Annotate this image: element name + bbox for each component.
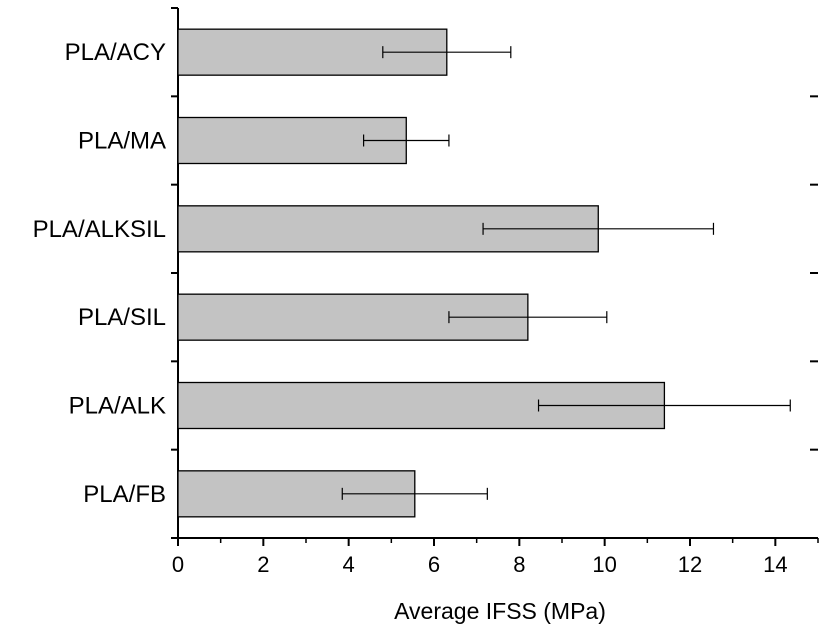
x-tick-label: 6 — [428, 552, 440, 577]
category-label: PLA/SIL — [78, 304, 166, 331]
x-tick-label: 0 — [172, 552, 184, 577]
category-label: PLA/ALKSIL — [33, 216, 166, 243]
x-tick-label: 2 — [257, 552, 269, 577]
chart-bars — [177, 28, 791, 518]
chart-axes — [171, 7, 819, 546]
category-label: PLA/ACY — [65, 39, 166, 66]
chart-labels: 0 2 4 6 8 10 12 14 PLA/ACY PLA/MA PLA/ALKSIL PLA/SI… — [33, 39, 788, 577]
category-label: PLA/MA — [78, 128, 166, 155]
x-tick-label: 8 — [513, 552, 525, 577]
category-label: PLA/ALK — [69, 393, 166, 420]
x-tick-label: 10 — [592, 552, 616, 577]
x-tick-label: 12 — [678, 552, 702, 577]
x-axis-title: Average IFSS (MPa) — [394, 598, 606, 624]
x-tick-label: 4 — [343, 552, 355, 577]
category-label: PLA/FB — [83, 481, 166, 508]
x-tick-label: 14 — [763, 552, 787, 577]
